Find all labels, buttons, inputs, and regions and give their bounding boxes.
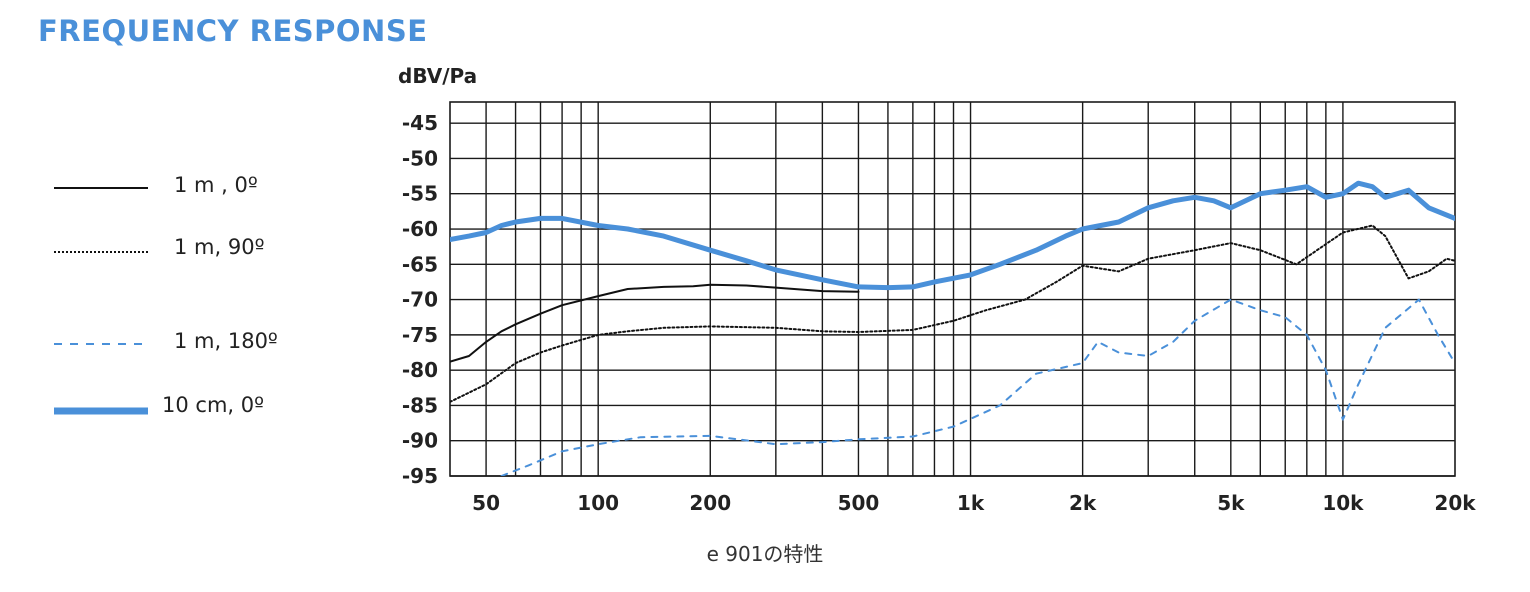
legend-label-10cm-0deg: 10 cm, 0º: [162, 393, 265, 417]
legend-item-10cm-0deg: 10 cm, 0º: [52, 392, 312, 432]
legend-label-1m-90deg: 1 m, 90º: [174, 235, 265, 259]
legend-item-1m-0deg: 1 m , 0º: [52, 168, 312, 208]
series-line-0: [450, 283, 860, 363]
y-tick-label: -70: [402, 288, 438, 312]
legend-swatch-solid-thin: [54, 187, 148, 189]
y-tick-label: -90: [402, 429, 438, 453]
y-tick-label: -55: [402, 182, 438, 206]
legend-item-1m-180deg: 1 m, 180º: [52, 324, 312, 364]
y-tick-label: -80: [402, 358, 438, 382]
x-tick-label: 50: [472, 491, 500, 515]
plot-border: [449, 101, 1456, 477]
x-tick-label: 2k: [1069, 491, 1097, 515]
x-tick-label: 500: [838, 491, 880, 515]
x-tick-label: 10k: [1322, 491, 1364, 515]
legend-label-1m-180deg: 1 m, 180º: [174, 329, 278, 353]
x-tick-label: 5k: [1217, 491, 1245, 515]
figure-caption: e 901の特性: [706, 542, 824, 566]
y-tick-label: -50: [402, 146, 438, 170]
x-tick-label: 100: [577, 491, 619, 515]
y-tick-label: -75: [402, 323, 438, 347]
y-tick-label: -60: [402, 217, 438, 241]
x-tick-label: 1k: [957, 491, 985, 515]
y-axis-unit-label: dBV/Pa: [398, 64, 478, 88]
chart-title: FREQUENCY RESPONSE: [38, 14, 428, 48]
y-tick-label: -65: [402, 252, 438, 276]
y-tick-label: -85: [402, 393, 438, 417]
legend-label-1m-0deg: 1 m , 0º: [174, 173, 258, 197]
x-tick-label: 200: [689, 491, 731, 515]
x-tick-label: 20k: [1434, 491, 1476, 515]
plot-area: [450, 102, 1455, 476]
legend-swatch-solid-thick: [54, 407, 148, 415]
y-tick-label: -95: [402, 464, 438, 488]
y-tick-label: -45: [402, 111, 438, 135]
legend-item-1m-90deg: 1 m, 90º: [52, 230, 312, 270]
series-line-3: [450, 180, 1455, 291]
series-line-1: [450, 224, 1455, 403]
